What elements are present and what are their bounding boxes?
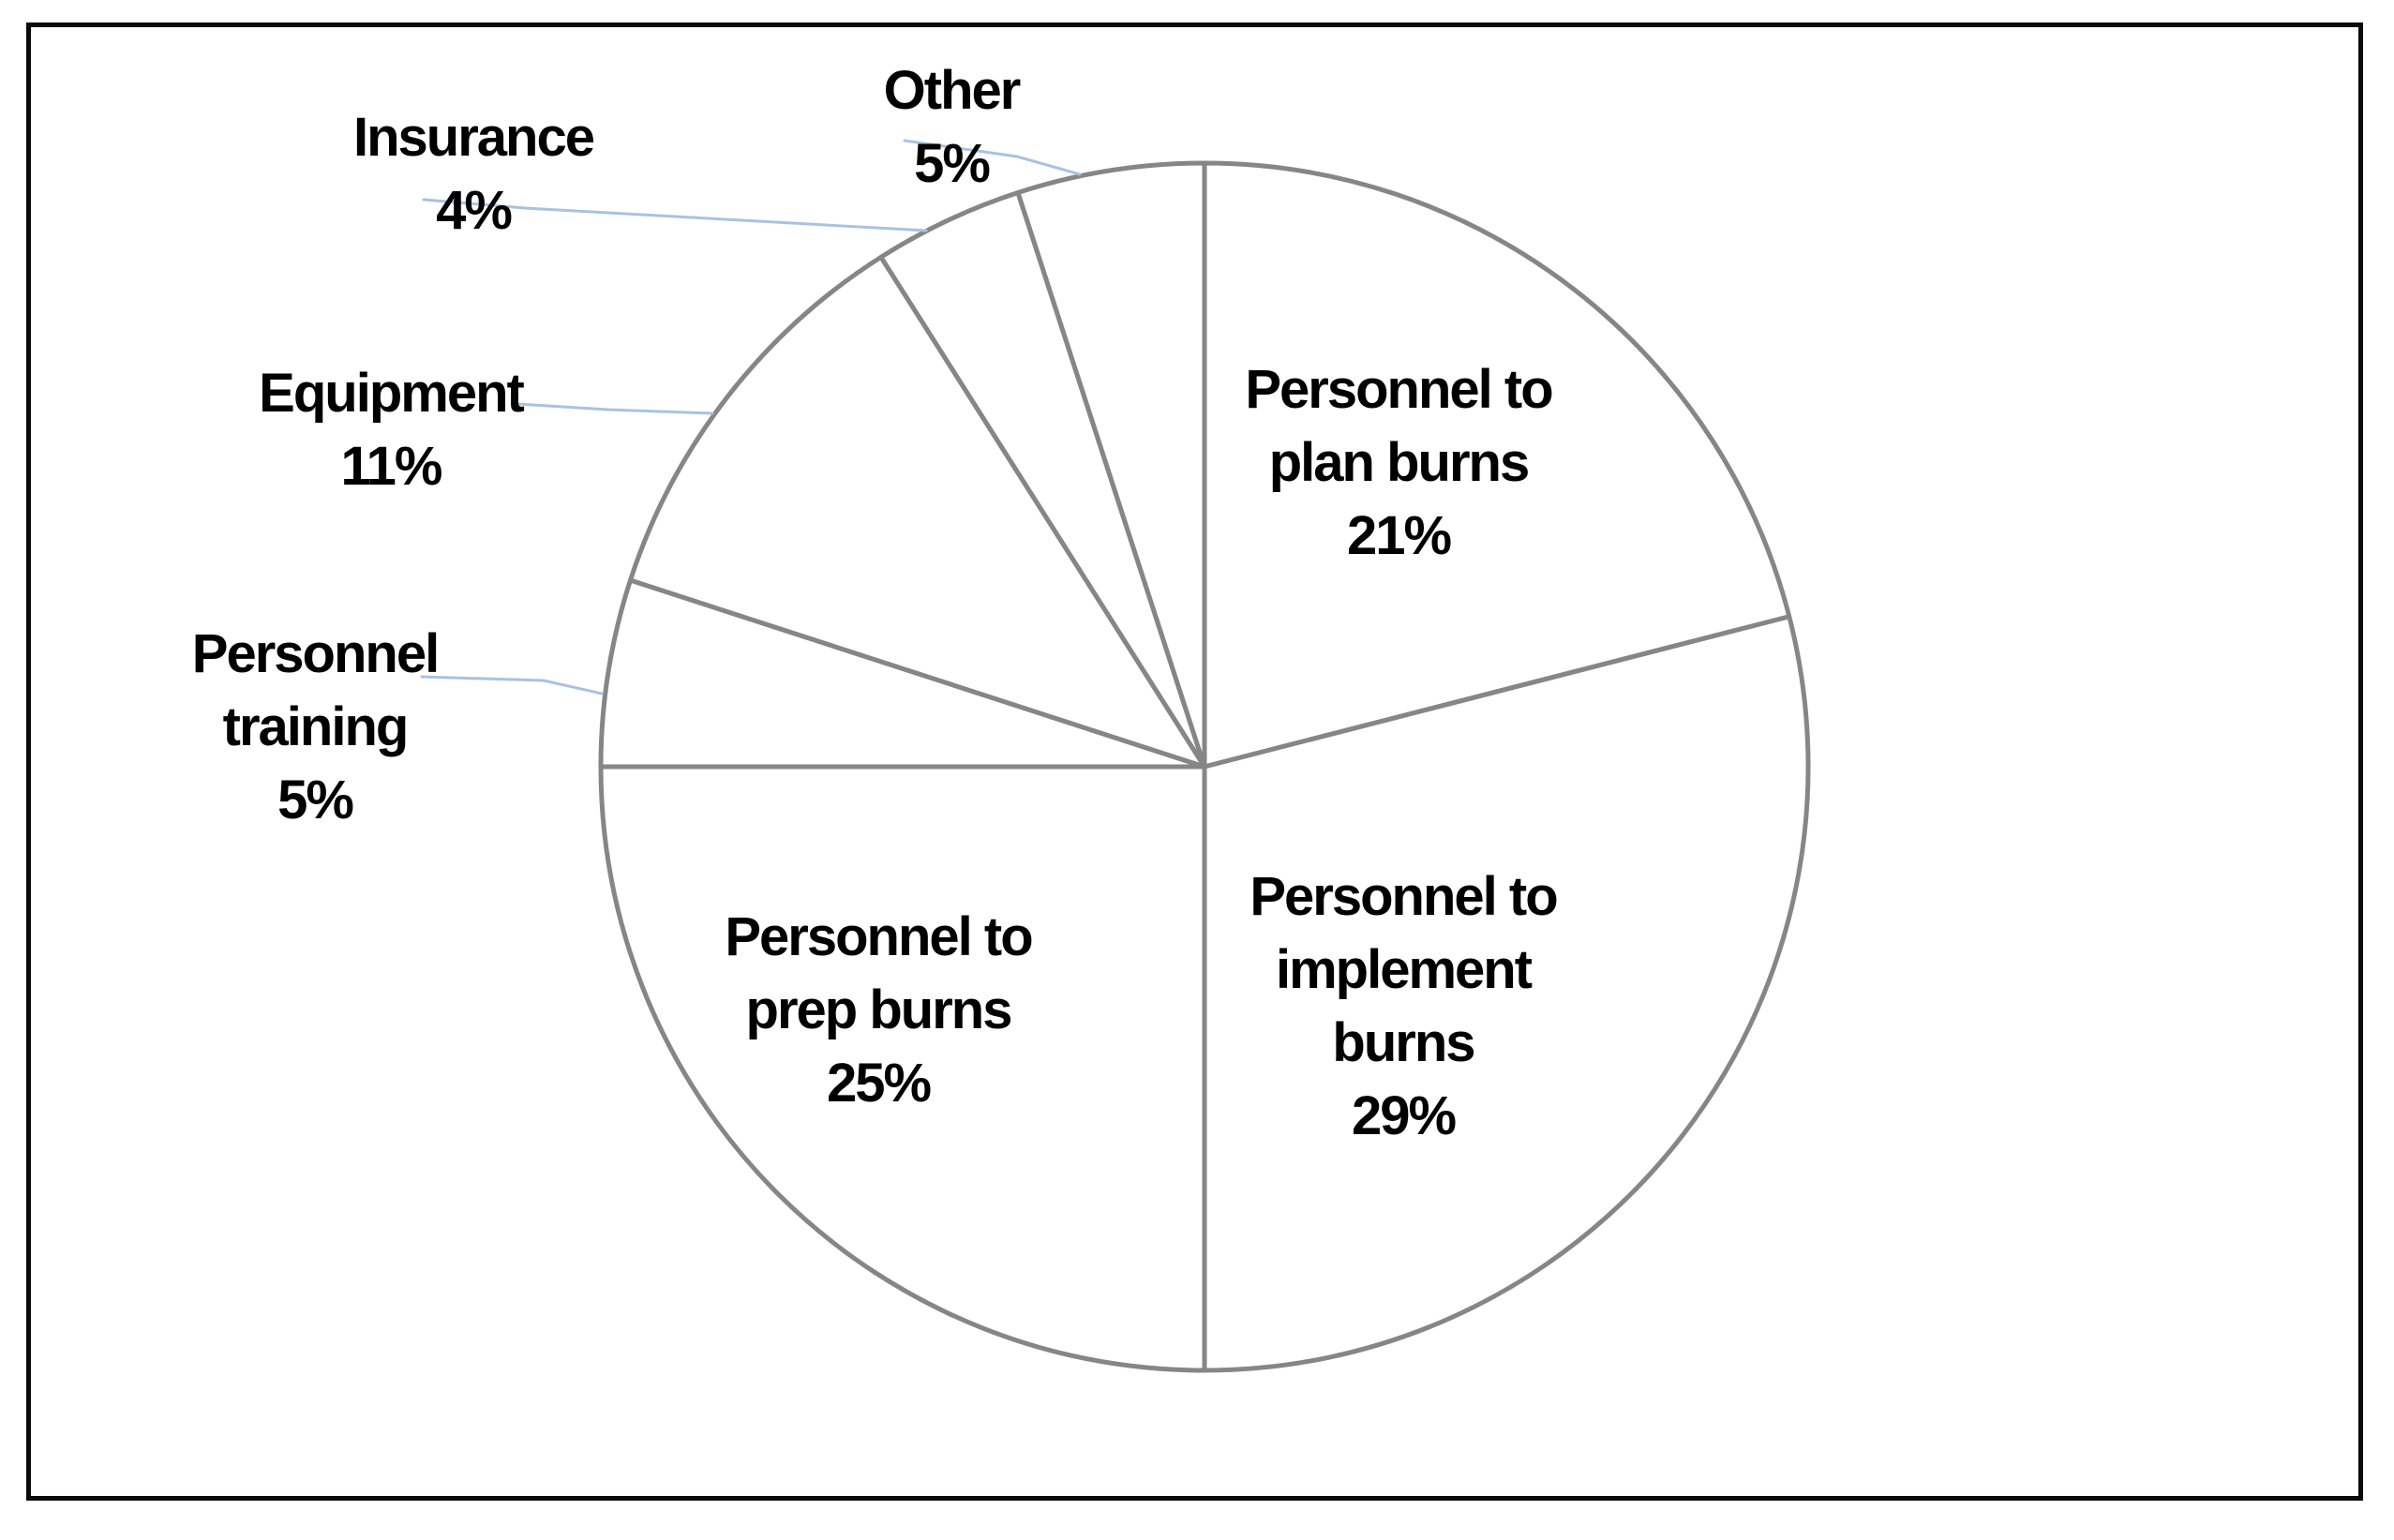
pie-slice-personnel-to-implement-burns bbox=[1202, 614, 1811, 1373]
pie-slices-group bbox=[598, 160, 1811, 1373]
slice-label-personnel-training: Personnel training 5% bbox=[191, 623, 440, 830]
slice-label-personnel-to-implement-burns: Personnel to implement burns 29% bbox=[1249, 866, 1558, 1146]
pie-slice-equipment bbox=[628, 254, 1207, 770]
leader-line-other bbox=[903, 139, 1082, 176]
slice-label-personnel-to-prep-burns: Personnel to prep burns 25% bbox=[725, 906, 1033, 1114]
leader-line-personnel-training bbox=[420, 675, 604, 695]
leader-line-equipment bbox=[516, 402, 714, 415]
chart-frame bbox=[26, 22, 2363, 1501]
pie-slice-personnel-to-prep-burns bbox=[598, 764, 1207, 1373]
slice-label-other: Other 5% bbox=[883, 60, 1022, 194]
slice-label-personnel-to-plan-burns: Personnel to plan burns 21% bbox=[1245, 359, 1553, 566]
pie-slice-other bbox=[1015, 160, 1207, 770]
pie-slice-personnel-to-plan-burns bbox=[1202, 160, 1792, 770]
leader-line-insurance bbox=[422, 198, 928, 232]
slice-label-insurance: Insurance 4% bbox=[353, 107, 595, 241]
slice-label-equipment: Equipment 11% bbox=[259, 363, 525, 497]
leader-lines-group bbox=[420, 139, 1082, 695]
